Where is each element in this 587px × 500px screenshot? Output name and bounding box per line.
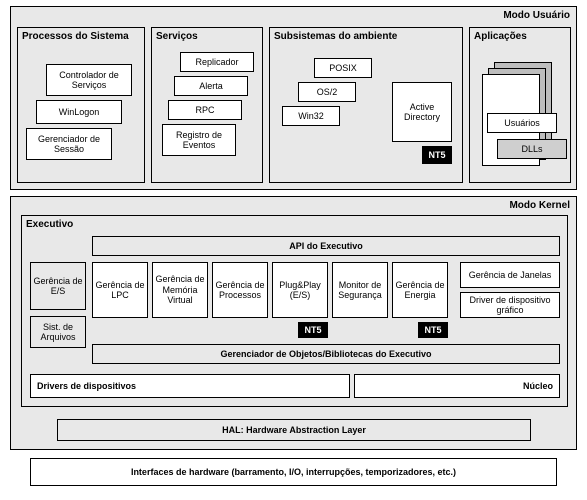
subsys-posix: POSIX [314,58,372,78]
serv-item-0: Replicador [180,52,254,72]
serv-item-1: Alerta [174,76,248,96]
ger-objetos: Gerenciador de Objetos/Bibliotecas do Ex… [92,344,560,364]
hal-bar: HAL: Hardware Abstraction Layer [57,419,531,441]
proc-item-2: Gerenciador de Sessão [26,128,112,160]
servicos-title: Serviços [156,31,198,42]
aplicacoes-title: Aplicações [474,31,527,42]
drivers-dispositivos: Drivers de dispositivos [30,374,350,398]
drivers-dispositivos-label: Drivers de dispositivos [37,381,136,391]
processos-title: Processos do Sistema [22,31,129,42]
subsys-os2: OS/2 [298,82,356,102]
subsys-nt5-badge: NT5 [422,146,452,164]
section-processos: Processos do Sistema Controlador de Serv… [17,27,145,183]
plugplay-nt5: NT5 [298,322,328,338]
nucleo: Núcleo [354,374,560,398]
ger-janelas: Gerência de Janelas [460,262,560,288]
executivo-title: Executivo [26,219,73,230]
proc-item-1: WinLogon [36,100,122,124]
section-servicos: Serviços Replicador Alerta RPC Registro … [151,27,263,183]
ger-energia: Gerência de Energia [392,262,448,318]
app-usuarios: Usuários [487,113,557,133]
subsys-ad: Active Directory [392,82,452,142]
section-subsistemas: Subsistemas do ambiente POSIX OS/2 Win32… [269,27,463,183]
energia-nt5: NT5 [418,322,448,338]
subsys-win32: Win32 [282,106,340,126]
ger-memvirt: Gerência de Memória Virtual [152,262,208,318]
ger-lpc: Gerência de LPC [92,262,148,318]
section-aplicacoes: Aplicações Usuários DLLs [469,27,571,183]
kernel-mode-panel: Modo Kernel Executivo API do Executivo G… [10,196,577,450]
interfaces-hw: Interfaces de hardware (barramento, I/O,… [30,458,557,486]
api-executivo: API do Executivo [92,236,560,256]
user-mode-panel: Modo Usuário Processos do Sistema Contro… [10,6,577,190]
gerencia-es: Gerência de E/S [30,262,86,310]
ger-proc: Gerência de Processos [212,262,268,318]
serv-item-3: Registro de Eventos [162,124,236,156]
app-dlls: DLLs [497,139,567,159]
proc-item-0: Controlador de Serviços [46,64,132,96]
serv-item-2: RPC [168,100,242,120]
kernel-mode-label: Modo Kernel [509,200,570,211]
subsistemas-title: Subsistemas do ambiente [274,31,397,42]
plug-play: Plug&Play (E/S) [272,262,328,318]
driver-grafico: Driver de dispositivo gráfico [460,292,560,318]
monitor-seg: Monitor de Segurança [332,262,388,318]
executivo-box: Executivo API do Executivo Gerência de E… [21,215,568,407]
nucleo-label: Núcleo [523,381,553,391]
sist-arquivos: Sist. de Arquivos [30,316,86,348]
app-stack-front: Usuários DLLs [482,74,540,166]
user-mode-label: Modo Usuário [503,10,570,21]
